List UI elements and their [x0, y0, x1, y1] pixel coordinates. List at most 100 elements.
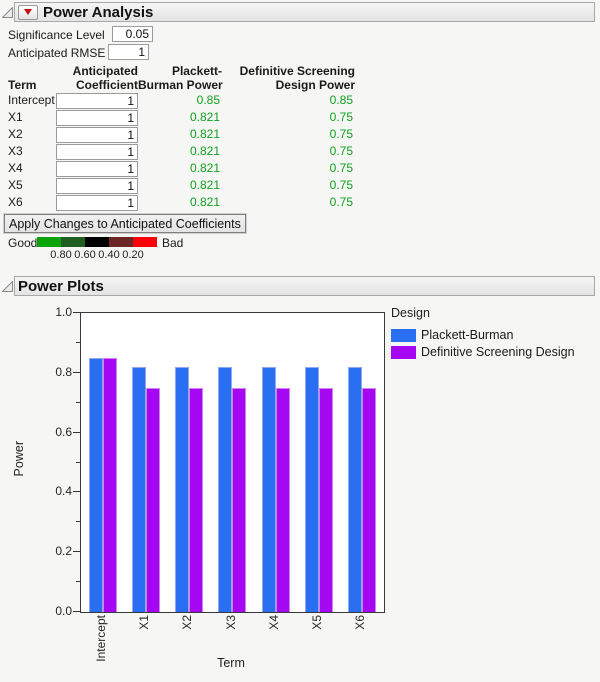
bar-intercept-pb[interactable]	[88, 358, 103, 612]
colorbar-bad-label: Bad	[162, 236, 184, 250]
power-analysis-disclosure-icon[interactable]	[1, 6, 13, 18]
y-major-tick	[73, 551, 80, 553]
bar-x3-pb[interactable]	[218, 367, 233, 612]
bar-area	[81, 313, 384, 612]
bar-group-x2	[175, 367, 204, 612]
colorbar-segment	[109, 237, 133, 247]
bar-x2-dsd[interactable]	[189, 388, 204, 612]
colorbar-segment	[85, 237, 109, 247]
bar-intercept-dsd[interactable]	[102, 358, 117, 612]
anticipated-rmse-input[interactable]	[108, 44, 149, 60]
pb-power-value: 0.821	[189, 127, 220, 141]
power-plots-header: Power Plots	[14, 276, 595, 296]
y-major-tick	[73, 371, 80, 373]
pb-power-value: 0.821	[189, 161, 220, 175]
legend-entry: Definitive Screening Design	[391, 345, 575, 359]
legend-swatch[interactable]	[391, 328, 416, 342]
power-analysis-title: Power Analysis	[43, 3, 154, 21]
row-term: X5	[8, 178, 23, 192]
row-term: X1	[8, 110, 23, 124]
col-header-plackett-burman-power: Plackett- Burman Power	[138, 64, 223, 92]
bar-group-x5	[305, 367, 334, 612]
bar-x1-dsd[interactable]	[145, 388, 160, 612]
bar-x4-dsd[interactable]	[275, 388, 290, 612]
legend: Plackett-Burman Definitive Screening Desi…	[391, 328, 575, 359]
bar-group-x4	[261, 367, 290, 612]
dsd-power-value: 0.75	[329, 127, 353, 141]
pb-power-value: 0.821	[189, 144, 220, 158]
colorbar-segment	[61, 237, 85, 247]
bar-group-intercept	[88, 358, 117, 612]
bar-x2-pb[interactable]	[175, 367, 190, 612]
pb-power-value: 0.821	[189, 195, 220, 209]
x-tick-label-x3: X3	[223, 615, 238, 630]
y-major-tick	[73, 431, 80, 433]
dsd-power-value: 0.85	[329, 93, 353, 107]
col-header-term: Term	[8, 78, 37, 92]
coefficient-input-x2[interactable]	[56, 126, 138, 143]
y-minor-tick	[76, 341, 80, 343]
row-term: X2	[8, 127, 23, 141]
coefficient-input-intercept[interactable]	[56, 92, 138, 109]
row-term: X4	[8, 161, 23, 175]
legend-label: Plackett-Burman	[421, 328, 514, 342]
legend-title: Design	[391, 306, 430, 320]
colorbar-tick-label: 0.40	[98, 249, 120, 261]
pb-power-value: 0.85	[196, 93, 220, 107]
y-tick-label: 1.0	[55, 305, 72, 319]
anticipated-rmse-label: Anticipated RMSE	[8, 46, 106, 60]
significance-level-input[interactable]	[112, 26, 153, 42]
coefficient-input-x3[interactable]	[56, 143, 138, 160]
bar-x5-dsd[interactable]	[319, 388, 334, 612]
pb-power-value: 0.821	[189, 178, 220, 192]
bar-group-x3	[218, 367, 247, 612]
y-axis-title: Power	[12, 441, 26, 477]
row-term: X3	[8, 144, 23, 158]
y-tick-label: 0.2	[55, 544, 72, 559]
bar-x6-pb[interactable]	[348, 367, 363, 612]
x-tick-label-x2: X2	[180, 615, 195, 630]
coefficient-input-x6[interactable]	[56, 194, 138, 211]
apply-changes-button[interactable]: Apply Changes to Anticipated Coefficient…	[4, 214, 246, 233]
row-term: Intercept	[8, 93, 55, 107]
bar-x5-pb[interactable]	[305, 367, 320, 612]
legend-label: Definitive Screening Design	[421, 345, 575, 359]
y-tick-label: 0.8	[55, 364, 72, 379]
bar-group-x1	[131, 367, 160, 612]
bar-x1-pb[interactable]	[131, 367, 146, 612]
bar-group-x6	[348, 367, 377, 612]
y-tick-label: 0.6	[55, 424, 72, 439]
dsd-power-value: 0.75	[329, 195, 353, 209]
red-triangle-menu-button[interactable]	[18, 4, 38, 20]
red-triangle-icon	[24, 9, 32, 15]
dsd-power-value: 0.75	[329, 161, 353, 175]
power-plots-disclosure-icon[interactable]	[1, 280, 13, 292]
coefficient-input-x5[interactable]	[56, 177, 138, 194]
bar-x6-dsd[interactable]	[362, 388, 377, 612]
col-header-anticipated-coefficient: Anticipated Coefficient	[72, 64, 138, 92]
y-minor-tick	[76, 521, 80, 523]
legend-swatch[interactable]	[391, 345, 416, 359]
dsd-power-value: 0.75	[329, 144, 353, 158]
y-major-tick	[73, 491, 80, 493]
power-plots-title: Power Plots	[18, 277, 104, 295]
x-tick-label-x6: X6	[353, 615, 368, 630]
coefficient-input-x1[interactable]	[56, 109, 138, 126]
y-minor-tick	[76, 401, 80, 403]
pb-power-value: 0.821	[189, 110, 220, 124]
coefficient-input-x4[interactable]	[56, 160, 138, 177]
y-minor-tick	[76, 461, 80, 463]
x-tick-label-intercept: Intercept	[93, 615, 108, 662]
bar-x3-dsd[interactable]	[232, 388, 247, 612]
dsd-power-value: 0.75	[329, 110, 353, 124]
col-header-dsd-power: Definitive Screening Design Power	[239, 64, 355, 92]
plot-frame	[80, 312, 385, 613]
y-major-tick	[73, 611, 80, 612]
x-axis-title: Term	[217, 656, 245, 670]
power-analysis-header: Power Analysis	[14, 2, 595, 22]
bar-x4-pb[interactable]	[261, 367, 276, 612]
colorbar-tick-label: 0.80	[50, 249, 72, 261]
colorbar-tick-label: 0.60	[74, 249, 96, 261]
legend-entry: Plackett-Burman	[391, 328, 575, 342]
y-major-tick	[73, 312, 80, 313]
